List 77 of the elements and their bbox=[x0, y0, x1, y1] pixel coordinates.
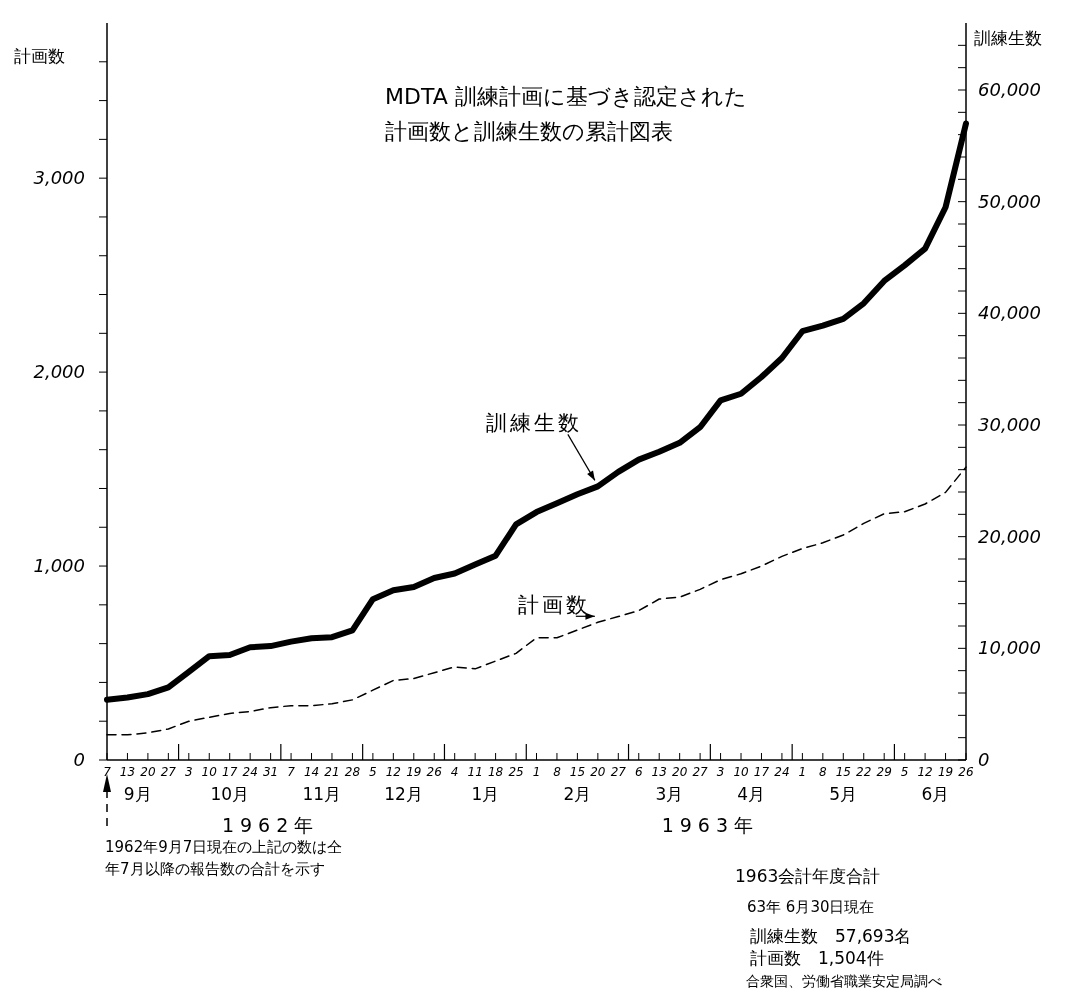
text: 9月 bbox=[123, 784, 152, 804]
x-tick-label: 26 bbox=[958, 765, 974, 779]
x-tick-label: 7 bbox=[287, 765, 296, 779]
text: 計画数 1,504件 bbox=[750, 948, 884, 968]
x-tick-label: 28 bbox=[344, 765, 361, 779]
y2-tick-label: 50,000 bbox=[978, 190, 1041, 212]
x-tick-label: 5 bbox=[369, 765, 377, 779]
x-tick-label: 17 bbox=[222, 765, 238, 779]
y-tick-label: 1,000 bbox=[33, 555, 85, 577]
y2-axis-title: 訓練生数 bbox=[974, 28, 1042, 48]
x-tick-label: 31 bbox=[262, 765, 279, 779]
x-tick-label: 21 bbox=[324, 765, 340, 779]
y-tick-label: 2,000 bbox=[33, 361, 85, 383]
text: 1963年 bbox=[661, 814, 760, 836]
text: 1962年9月7日現在の上記の数は仝年7月以降の報告数の合計を示す bbox=[105, 838, 343, 878]
x-tick-label: 15 bbox=[569, 765, 586, 779]
x-tick-label: 22 bbox=[856, 765, 872, 779]
x-tick-label: 13 bbox=[119, 765, 136, 779]
text: 訓練生数 57,693名 bbox=[750, 926, 912, 946]
text: MDTA 訓練計画に基づき認定された計画数と訓練生数の累計図表 bbox=[385, 84, 747, 145]
y-axis-title: 計画数 bbox=[14, 46, 65, 66]
text: 1963会計年度合計 bbox=[735, 866, 881, 886]
y2-tick-label: 0 bbox=[978, 749, 990, 770]
x-tick-label: 24 bbox=[774, 765, 790, 779]
text: 3月 bbox=[655, 784, 684, 804]
x-tick-label: 12 bbox=[385, 765, 401, 779]
x-tick-label: 20 bbox=[590, 765, 606, 779]
x-tick-label: 20 bbox=[140, 765, 156, 779]
x-tick-label: 7 bbox=[103, 765, 112, 779]
x-tick-label: 19 bbox=[937, 765, 954, 779]
y2-tick-label: 20,000 bbox=[978, 525, 1041, 547]
legend-label: 計画数 bbox=[517, 593, 590, 618]
x-tick-label: 13 bbox=[651, 765, 667, 779]
x-tick-label: 25 bbox=[508, 765, 524, 779]
x-tick-label: 8 bbox=[819, 765, 828, 779]
text: 合衆国、労働省職業安定局調べ bbox=[746, 973, 942, 989]
x-tick-label: 10 bbox=[733, 765, 750, 779]
text: 1月 bbox=[471, 784, 500, 804]
x-tick-label: 24 bbox=[242, 765, 258, 779]
x-tick-label: 11 bbox=[467, 765, 483, 779]
text: 1962年 bbox=[221, 814, 320, 836]
x-tick-label: 15 bbox=[835, 765, 851, 779]
x-tick-label: 1 bbox=[798, 765, 807, 779]
y2-tick-label: 10,000 bbox=[978, 637, 1041, 659]
text: 63年 6月30日現在 bbox=[747, 898, 875, 916]
x-tick-label: 3 bbox=[716, 765, 725, 779]
x-tick-label: 5 bbox=[900, 765, 909, 779]
x-tick-label: 19 bbox=[406, 765, 422, 779]
text: 6月 bbox=[921, 784, 950, 804]
text: 10月 bbox=[210, 784, 250, 804]
y2-tick-label: 30,000 bbox=[978, 414, 1041, 435]
text: 訓練生数 bbox=[485, 411, 582, 436]
y-tick-label: 3,000 bbox=[33, 167, 85, 189]
text: 12月 bbox=[384, 784, 423, 804]
x-tick-label: 17 bbox=[753, 765, 770, 779]
x-tick-label: 4 bbox=[450, 765, 459, 779]
x-tick-label: 20 bbox=[672, 765, 688, 779]
x-tick-label: 18 bbox=[487, 765, 504, 779]
y2-tick-label: 40,000 bbox=[978, 302, 1041, 324]
x-tick-label: 1 bbox=[532, 765, 541, 779]
y-tick-label: 0 bbox=[73, 749, 85, 770]
x-tick-label: 6 bbox=[634, 765, 643, 779]
x-tick-label: 10 bbox=[201, 765, 218, 779]
text: 5月 bbox=[829, 784, 858, 804]
x-tick-label: 8 bbox=[553, 765, 562, 779]
x-tick-label: 29 bbox=[876, 765, 892, 779]
y2-tick-label: 60,000 bbox=[978, 79, 1041, 100]
x-tick-label: 27 bbox=[160, 765, 177, 779]
x-tick-label: 14 bbox=[303, 765, 320, 779]
x-tick-label: 27 bbox=[692, 765, 709, 779]
text: 4月 bbox=[737, 784, 766, 804]
x-tick-label: 26 bbox=[426, 765, 443, 779]
text: 11月 bbox=[302, 784, 342, 804]
x-tick-label: 12 bbox=[917, 765, 933, 779]
x-tick-label: 27 bbox=[610, 765, 627, 779]
text: 2月 bbox=[563, 784, 592, 804]
x-tick-label: 3 bbox=[184, 765, 193, 779]
